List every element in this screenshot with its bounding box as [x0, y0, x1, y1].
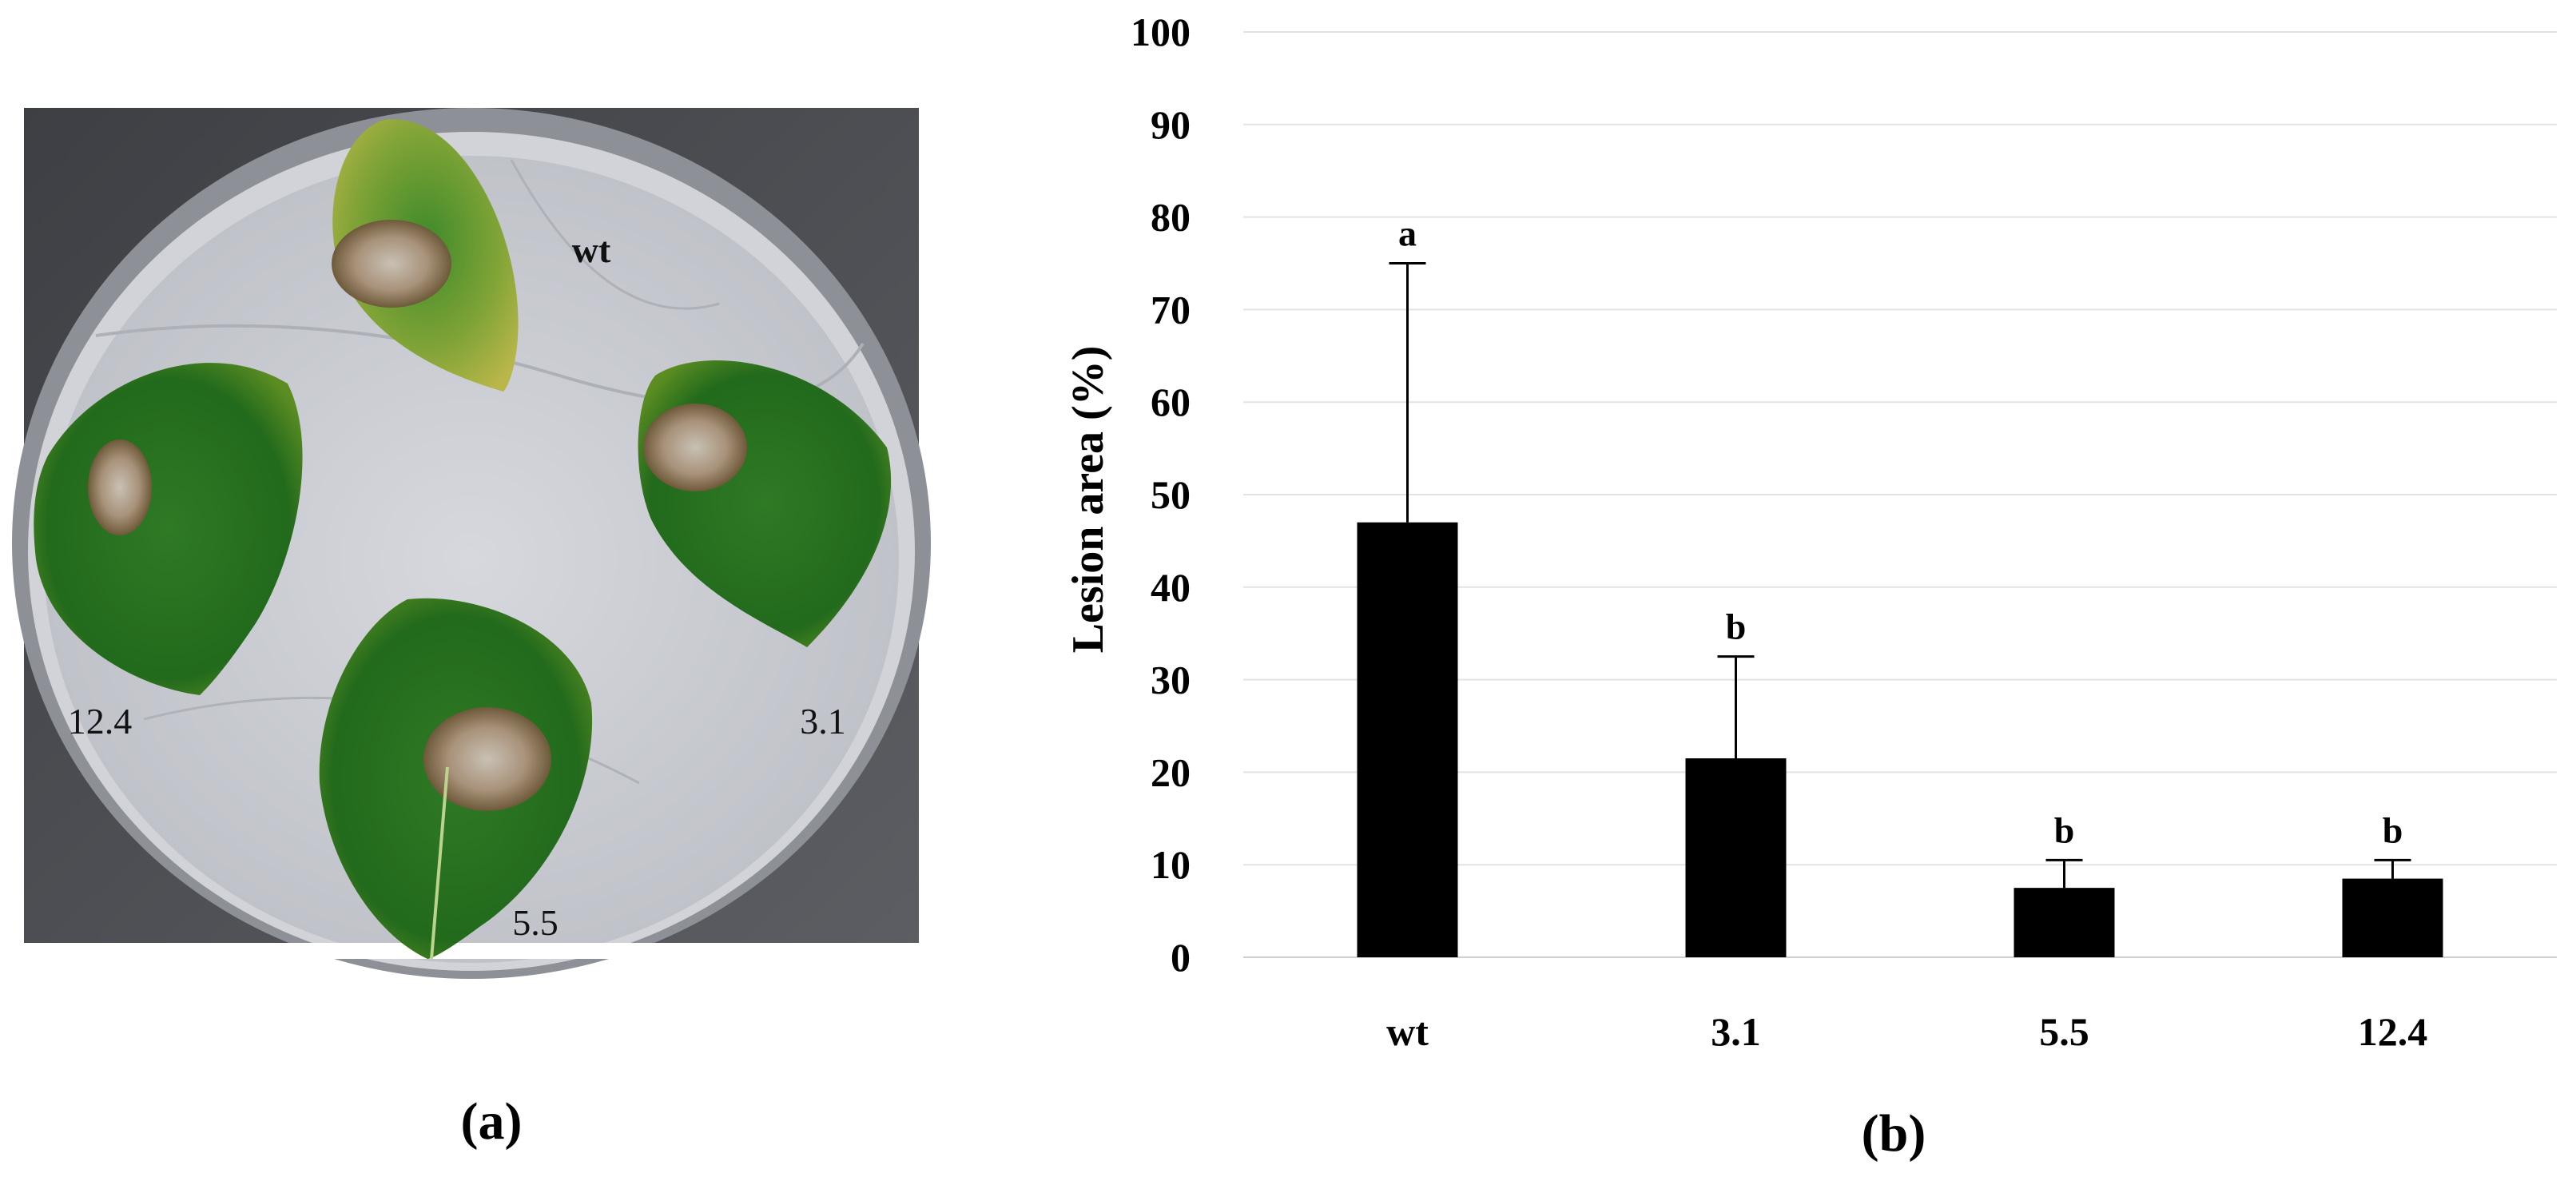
y-tick-label: 0: [1171, 935, 1191, 980]
y-tick-label: 10: [1151, 842, 1191, 887]
leaf-12-4: [34, 363, 303, 695]
y-tick-label: 80: [1151, 195, 1191, 240]
leaf-3-1: [638, 360, 892, 647]
significance-letters: a b b b: [1398, 213, 2403, 851]
leaf-photo: wt 3.1 5.5 12.4 (a): [12, 108, 931, 1151]
y-axis-title: Lesion area (%): [1063, 346, 1113, 654]
leaf-wt: [332, 119, 519, 392]
x-tick-label: wt: [1386, 1009, 1429, 1054]
y-tick-label: 40: [1151, 565, 1191, 610]
panel-label-b: (b): [1862, 1104, 1926, 1163]
significance-letter-5.5: b: [2054, 809, 2075, 850]
leaf-label-wt: wt: [572, 229, 611, 270]
y-tick-label: 60: [1151, 380, 1191, 424]
bar-wt: [1357, 522, 1458, 957]
x-tick-label: 3.1: [1711, 1009, 1761, 1054]
bar-12.4: [2342, 878, 2443, 957]
photo-panel: wt 3.1 5.5 12.4 (a): [0, 0, 943, 1185]
x-axis-ticks: wt 3.1 5.5 12.4: [1386, 1009, 2427, 1054]
leaf-label-3-1: 3.1: [800, 701, 846, 742]
gridlines: [1243, 31, 2557, 958]
photo-image: [12, 108, 931, 979]
y-tick-label: 100: [1131, 10, 1191, 54]
x-tick-label: 5.5: [2039, 1009, 2089, 1054]
y-axis-ticks: 0 10 20 30 40 50 60 70 80 90 100: [1131, 10, 1191, 980]
y-tick-label: 20: [1151, 750, 1191, 794]
bar-3.1: [1685, 758, 1787, 957]
y-tick-label: 70: [1151, 287, 1191, 332]
leaf-label-12-4: 12.4: [68, 701, 133, 742]
significance-letter-3.1: b: [1726, 606, 1747, 647]
leaf-label-5-5: 5.5: [512, 902, 559, 943]
y-tick-label: 90: [1151, 102, 1191, 147]
significance-letter-wt: a: [1398, 213, 1417, 254]
y-tick-label: 50: [1151, 472, 1191, 517]
x-tick-label: 12.4: [2358, 1009, 2428, 1054]
bar-5.5: [2013, 888, 2115, 957]
bar-chart: 0 10 20 30 40 50 60 70 80 90 100 a b b b wt 3.1 5.5 12.4…: [1063, 10, 2557, 1163]
y-tick-label: 30: [1151, 658, 1191, 702]
panel-label-a: (a): [461, 1092, 523, 1151]
chart-panel: 0 10 20 30 40 50 60 70 80 90 100 a b b b wt 3.1 5.5 12.4…: [943, 0, 2576, 1185]
leaf-5-5: [319, 598, 593, 960]
significance-letter-12.4: b: [2383, 809, 2403, 850]
error-bars: [1389, 262, 2411, 889]
bars: [1357, 522, 2443, 957]
